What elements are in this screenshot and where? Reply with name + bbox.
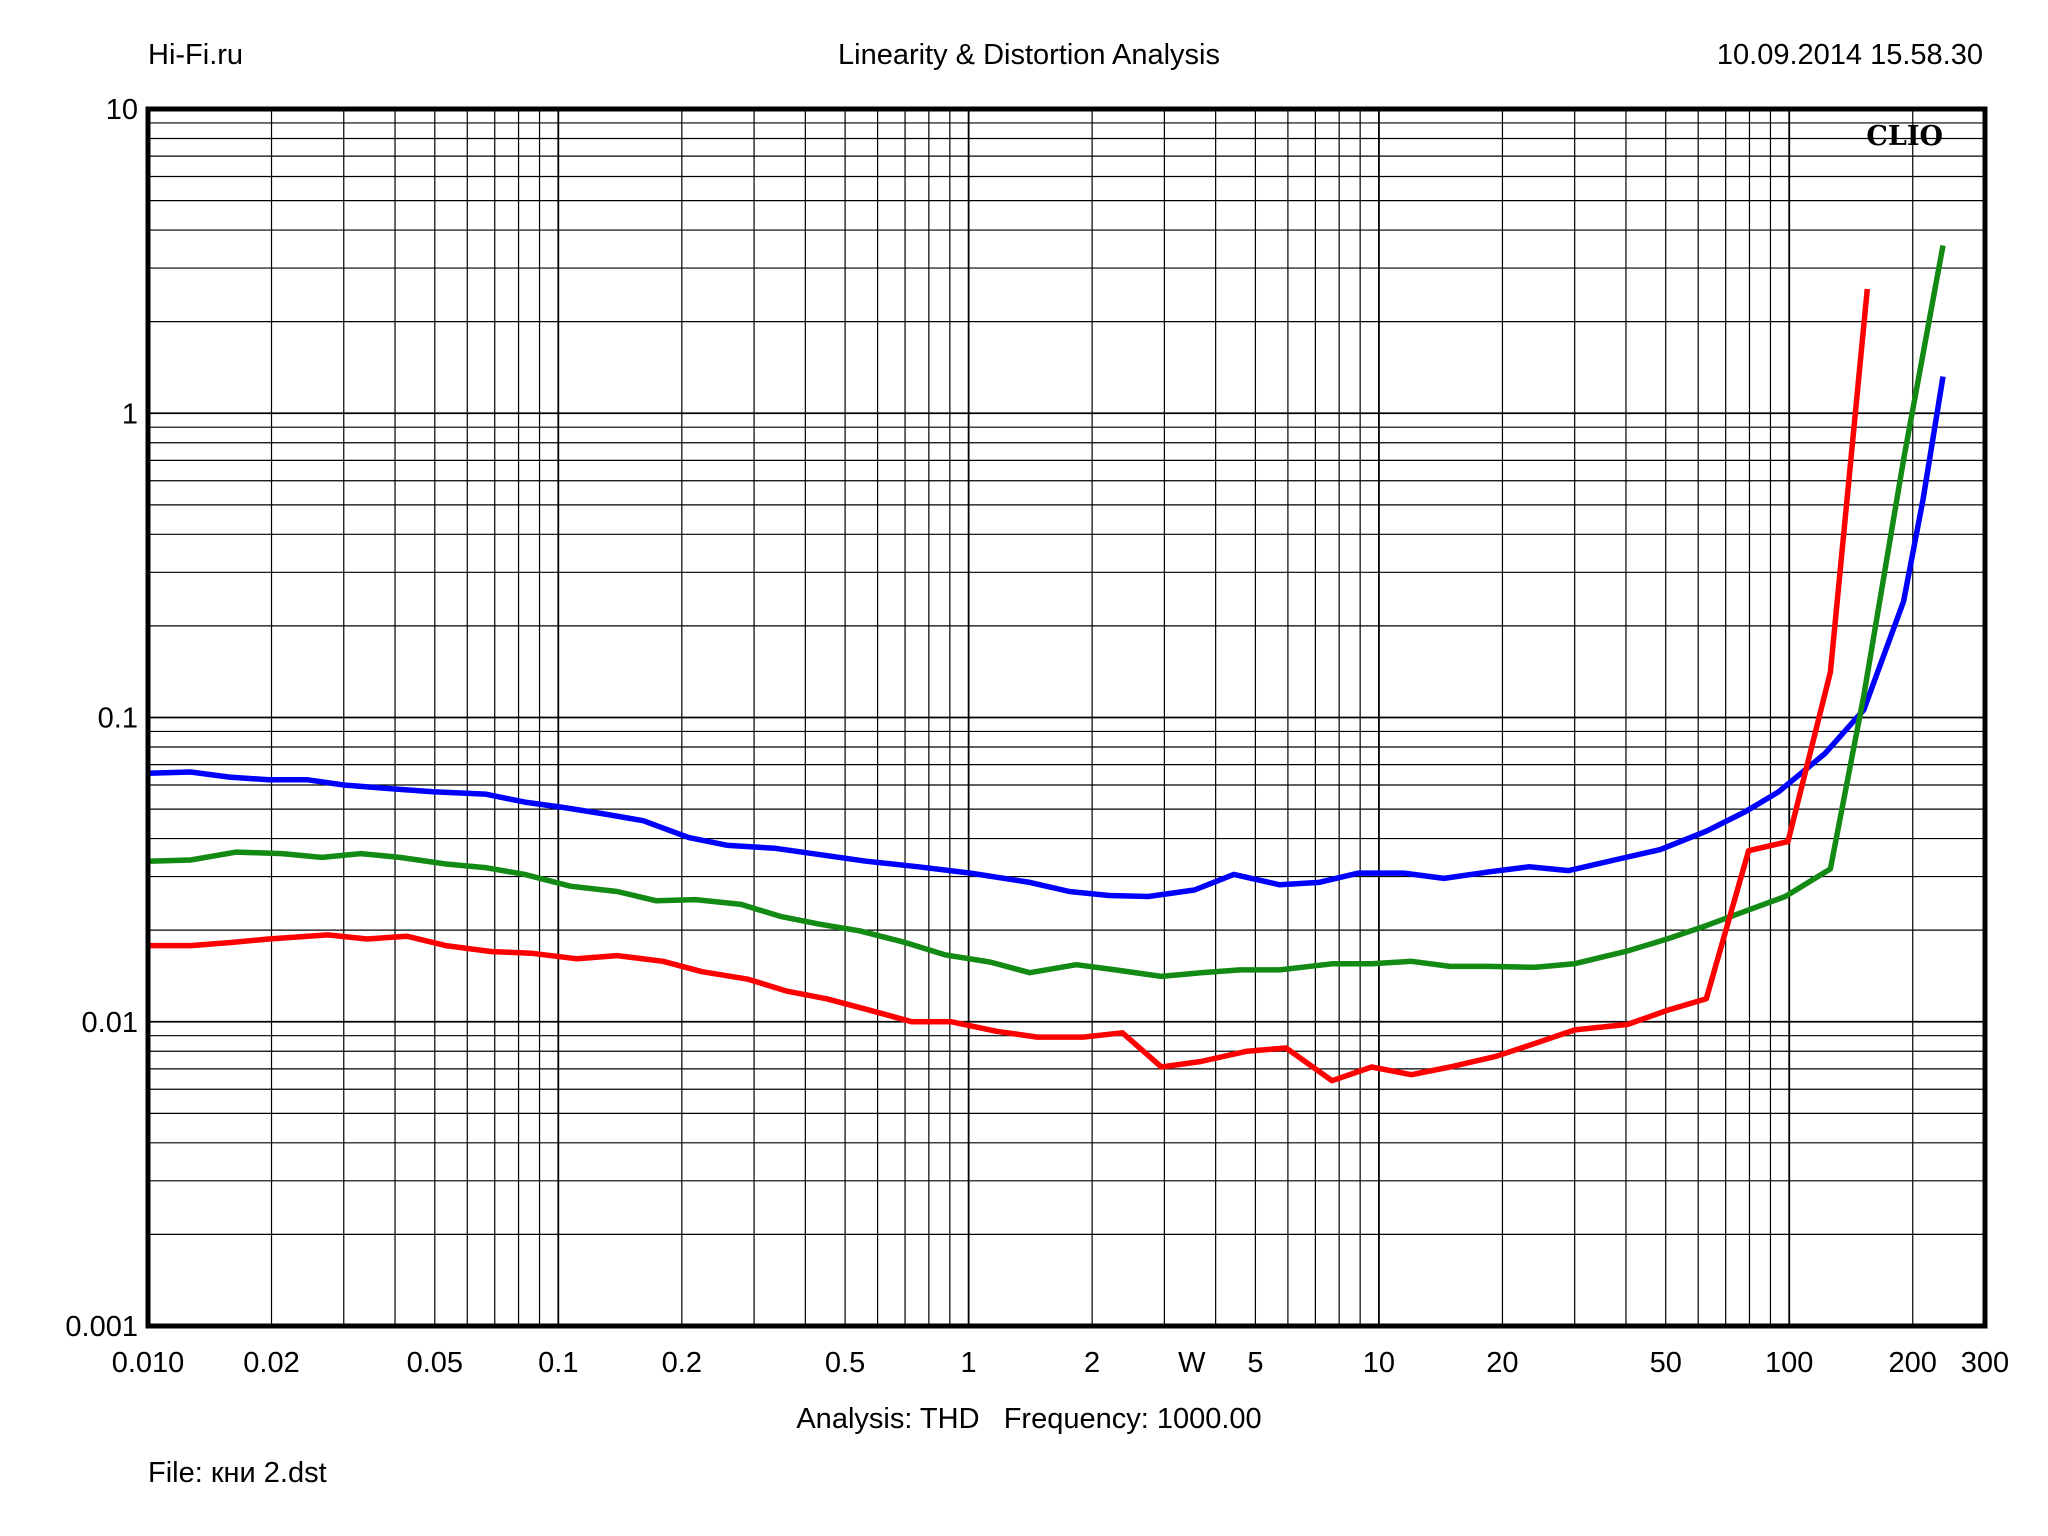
x-tick-label: 0.05 (407, 1347, 463, 1379)
y-tick-label: 1 (122, 398, 138, 430)
x-tick-label: 0.2 (662, 1347, 702, 1379)
x-tick-label: 0.1 (538, 1347, 578, 1379)
grid (147, 109, 1986, 1327)
plot-border (145, 106, 1988, 1329)
site-name: Hi-Fi.ru (148, 39, 243, 71)
y-tick-label: 0.001 (65, 1311, 138, 1343)
x-tick-label: 10 (1363, 1347, 1395, 1379)
series-group (147, 245, 1946, 1084)
x-tick-label: 5 (1247, 1347, 1263, 1379)
file-name: File: кни 2.dst (148, 1457, 327, 1489)
x-tick-label: 200 (1889, 1347, 1937, 1379)
analysis-info: Analysis: THD Frequency: 1000.00 (796, 1403, 1261, 1435)
x-tick-label: 1 (961, 1347, 977, 1379)
x-tick-label: 20 (1486, 1347, 1518, 1379)
series-line-blue (147, 376, 1946, 900)
timestamp: 10.09.2014 15.58.30 (1717, 39, 1983, 71)
clio-watermark: CLIO (1866, 121, 1943, 152)
x-tick-label: 0.02 (243, 1347, 299, 1379)
x-tick-labels: 0.010 0.02 0.05 0.1 0.2 0.5 1 2 W 5 10 20 50 100 200 30… (112, 1347, 2009, 1379)
y-tick-labels: 10 1 0.1 0.01 0.001 (65, 94, 138, 1343)
chart-title: Linearity & Distortion Analysis (838, 39, 1220, 71)
y-tick-label: 0.1 (98, 703, 138, 735)
x-tick-label: 2 (1084, 1347, 1100, 1379)
x-tick-label: W (1178, 1347, 1206, 1379)
series-line-red (148, 288, 1871, 1084)
y-tick-label: 10 (106, 94, 138, 126)
x-tick-label: 300 (1961, 1347, 2009, 1379)
series-line-green (147, 245, 1946, 980)
x-tick-label: 0.010 (112, 1347, 185, 1379)
x-tick-label: 0.5 (825, 1347, 865, 1379)
x-tick-label: 50 (1650, 1347, 1682, 1379)
x-tick-label: 100 (1765, 1347, 1813, 1379)
y-tick-label: 0.01 (82, 1007, 138, 1039)
